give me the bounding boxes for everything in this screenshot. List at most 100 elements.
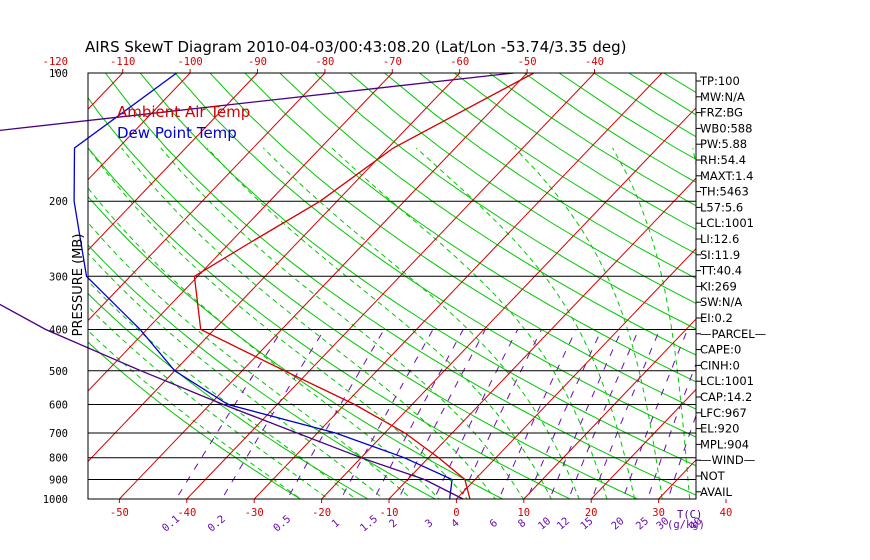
moist-adiabat bbox=[262, 147, 580, 499]
sounding-index: L57:5.6 bbox=[700, 200, 743, 214]
bottom-temp-tick-label: 40 bbox=[720, 507, 733, 519]
isotherm-line bbox=[793, 73, 870, 499]
pressure-tick-label: 900 bbox=[49, 475, 68, 487]
mixing-ratio-line bbox=[647, 362, 696, 499]
sounding-index: LFC:967 bbox=[700, 406, 747, 420]
mixing-ratio-line bbox=[340, 329, 434, 499]
pressure-tick-label: 500 bbox=[49, 366, 68, 378]
y-axis-label: PRESSURE (MB) bbox=[71, 234, 86, 337]
pressure-tick-label: 400 bbox=[49, 325, 68, 337]
dew-point-temp-trace bbox=[73, 72, 453, 500]
mixing-ratio-line bbox=[567, 329, 640, 499]
bottom-temp-tick-label: -20 bbox=[312, 507, 331, 519]
moist-adiabat bbox=[206, 147, 552, 499]
pressure-tick-label: 800 bbox=[49, 453, 68, 465]
mixing-ratio-label: 8 bbox=[516, 517, 529, 530]
isotherm-line bbox=[321, 107, 696, 499]
dry-adiabat bbox=[349, 73, 696, 304]
bottom-temp-tick-label: 20 bbox=[585, 507, 598, 519]
mixing-ratio-line bbox=[459, 329, 542, 499]
bottom-temp-tick-label: 30 bbox=[652, 507, 665, 519]
mixing-ratio-line bbox=[221, 329, 325, 499]
bottom-temp-tick-label: 0 bbox=[453, 507, 459, 519]
dry-adiabat bbox=[88, 147, 572, 499]
legend-ambient-air-temp: Ambient Air Temp bbox=[117, 103, 250, 121]
pressure-tick-label: 600 bbox=[49, 400, 68, 412]
dry-adiabat bbox=[104, 73, 696, 496]
top-temp-tick-label: -60 bbox=[450, 56, 469, 68]
dry-adiabat bbox=[419, 73, 696, 255]
parcel-trace bbox=[0, 72, 514, 500]
bottom-temp-tick-label: -10 bbox=[380, 507, 399, 519]
dry-adiabat bbox=[88, 244, 437, 499]
isotherm-line bbox=[88, 73, 326, 322]
mixing-ratio-line bbox=[373, 329, 464, 499]
isotherm-line bbox=[253, 73, 663, 499]
mixing-ratio-label: 25 bbox=[634, 515, 651, 532]
dry-adiabat bbox=[88, 96, 639, 499]
dry-adiabat bbox=[454, 73, 696, 230]
isotherm-line bbox=[88, 73, 258, 251]
top-temp-tick-label: -90 bbox=[248, 56, 267, 68]
chart-title: AIRS SkewT Diagram 2010-04-03/00:43:08.2… bbox=[85, 38, 626, 56]
top-temp-tick-label: -100 bbox=[177, 56, 202, 68]
isotherm-line bbox=[523, 318, 696, 499]
dry-adiabat bbox=[769, 73, 870, 508]
isotherm-line bbox=[88, 73, 393, 392]
ambient-air-temp-trace bbox=[193, 72, 535, 500]
isotherm-line bbox=[119, 73, 528, 499]
sounding-index: FRZ:BG bbox=[700, 106, 743, 120]
sounding-index: —WIND— bbox=[700, 453, 755, 467]
mixing-ratio-label: 6 bbox=[487, 517, 500, 530]
dry-adiabat bbox=[174, 73, 696, 438]
isotherm-line bbox=[456, 247, 696, 499]
sounding-index: MW:N/A bbox=[700, 90, 745, 104]
pressure-tick-label: 100 bbox=[49, 68, 68, 80]
sounding-index: LI:12.6 bbox=[700, 232, 739, 246]
trace-layer bbox=[0, 72, 535, 500]
dry-adiabat bbox=[489, 73, 696, 207]
dry-adiabat bbox=[244, 73, 696, 383]
mixing-ratio-label: 1.5 bbox=[358, 513, 380, 534]
sounding-index: CINH:0 bbox=[700, 358, 740, 372]
moist-adiabat bbox=[88, 147, 468, 499]
moist-adiabat bbox=[88, 187, 440, 499]
moist-adiabat bbox=[121, 147, 496, 499]
isotherm-line bbox=[590, 388, 696, 499]
sounding-index: TP:100 bbox=[699, 74, 740, 88]
grid-layer bbox=[0, 73, 870, 508]
top-temp-tick-label: -120 bbox=[43, 56, 68, 68]
mixing-ratio-label: 20 bbox=[609, 515, 626, 532]
sounding-index: WB0:588 bbox=[700, 121, 752, 135]
sounding-index: CAP:14.2 bbox=[700, 390, 752, 404]
mixing-ratio-line bbox=[286, 329, 385, 499]
sounding-index: TT:40.4 bbox=[699, 264, 742, 278]
dry-adiabat bbox=[88, 292, 369, 499]
sounding-index: RH:54.4 bbox=[700, 153, 746, 167]
mixing-ratio-line bbox=[667, 414, 696, 499]
mixing-ratio-label: 4 bbox=[449, 517, 462, 530]
mixing-ratio-label: 1 bbox=[329, 517, 342, 530]
mixing-ratio-line bbox=[526, 329, 603, 499]
dry-adiabat bbox=[314, 73, 696, 330]
mixing-ratio-line bbox=[175, 329, 283, 499]
mixing-ratio-line bbox=[397, 329, 486, 499]
mixing-ratio-label: 10 bbox=[536, 515, 553, 532]
mixing-ratio-axis-label: (g/kg) bbox=[667, 519, 705, 531]
sounding-index: TH:5463 bbox=[699, 185, 749, 199]
bottom-temp-tick-label: 10 bbox=[517, 507, 530, 519]
mixing-ratio-label: 2 bbox=[387, 517, 400, 530]
bottom-temp-tick-label: -40 bbox=[177, 507, 196, 519]
sounding-index: EI:0.2 bbox=[700, 311, 733, 325]
sounding-index: KI:269 bbox=[700, 279, 737, 293]
dry-adiabat bbox=[523, 73, 696, 183]
sounding-index: EL:920 bbox=[700, 422, 740, 436]
dry-adiabat bbox=[384, 73, 696, 279]
top-temp-tick-label: -80 bbox=[315, 56, 334, 68]
top-temp-tick-label: -110 bbox=[110, 56, 135, 68]
isotherm-line bbox=[0, 73, 55, 499]
pressure-tick-label: 200 bbox=[49, 196, 68, 208]
isotherm-line bbox=[861, 73, 870, 499]
isotherm-line bbox=[88, 73, 461, 463]
